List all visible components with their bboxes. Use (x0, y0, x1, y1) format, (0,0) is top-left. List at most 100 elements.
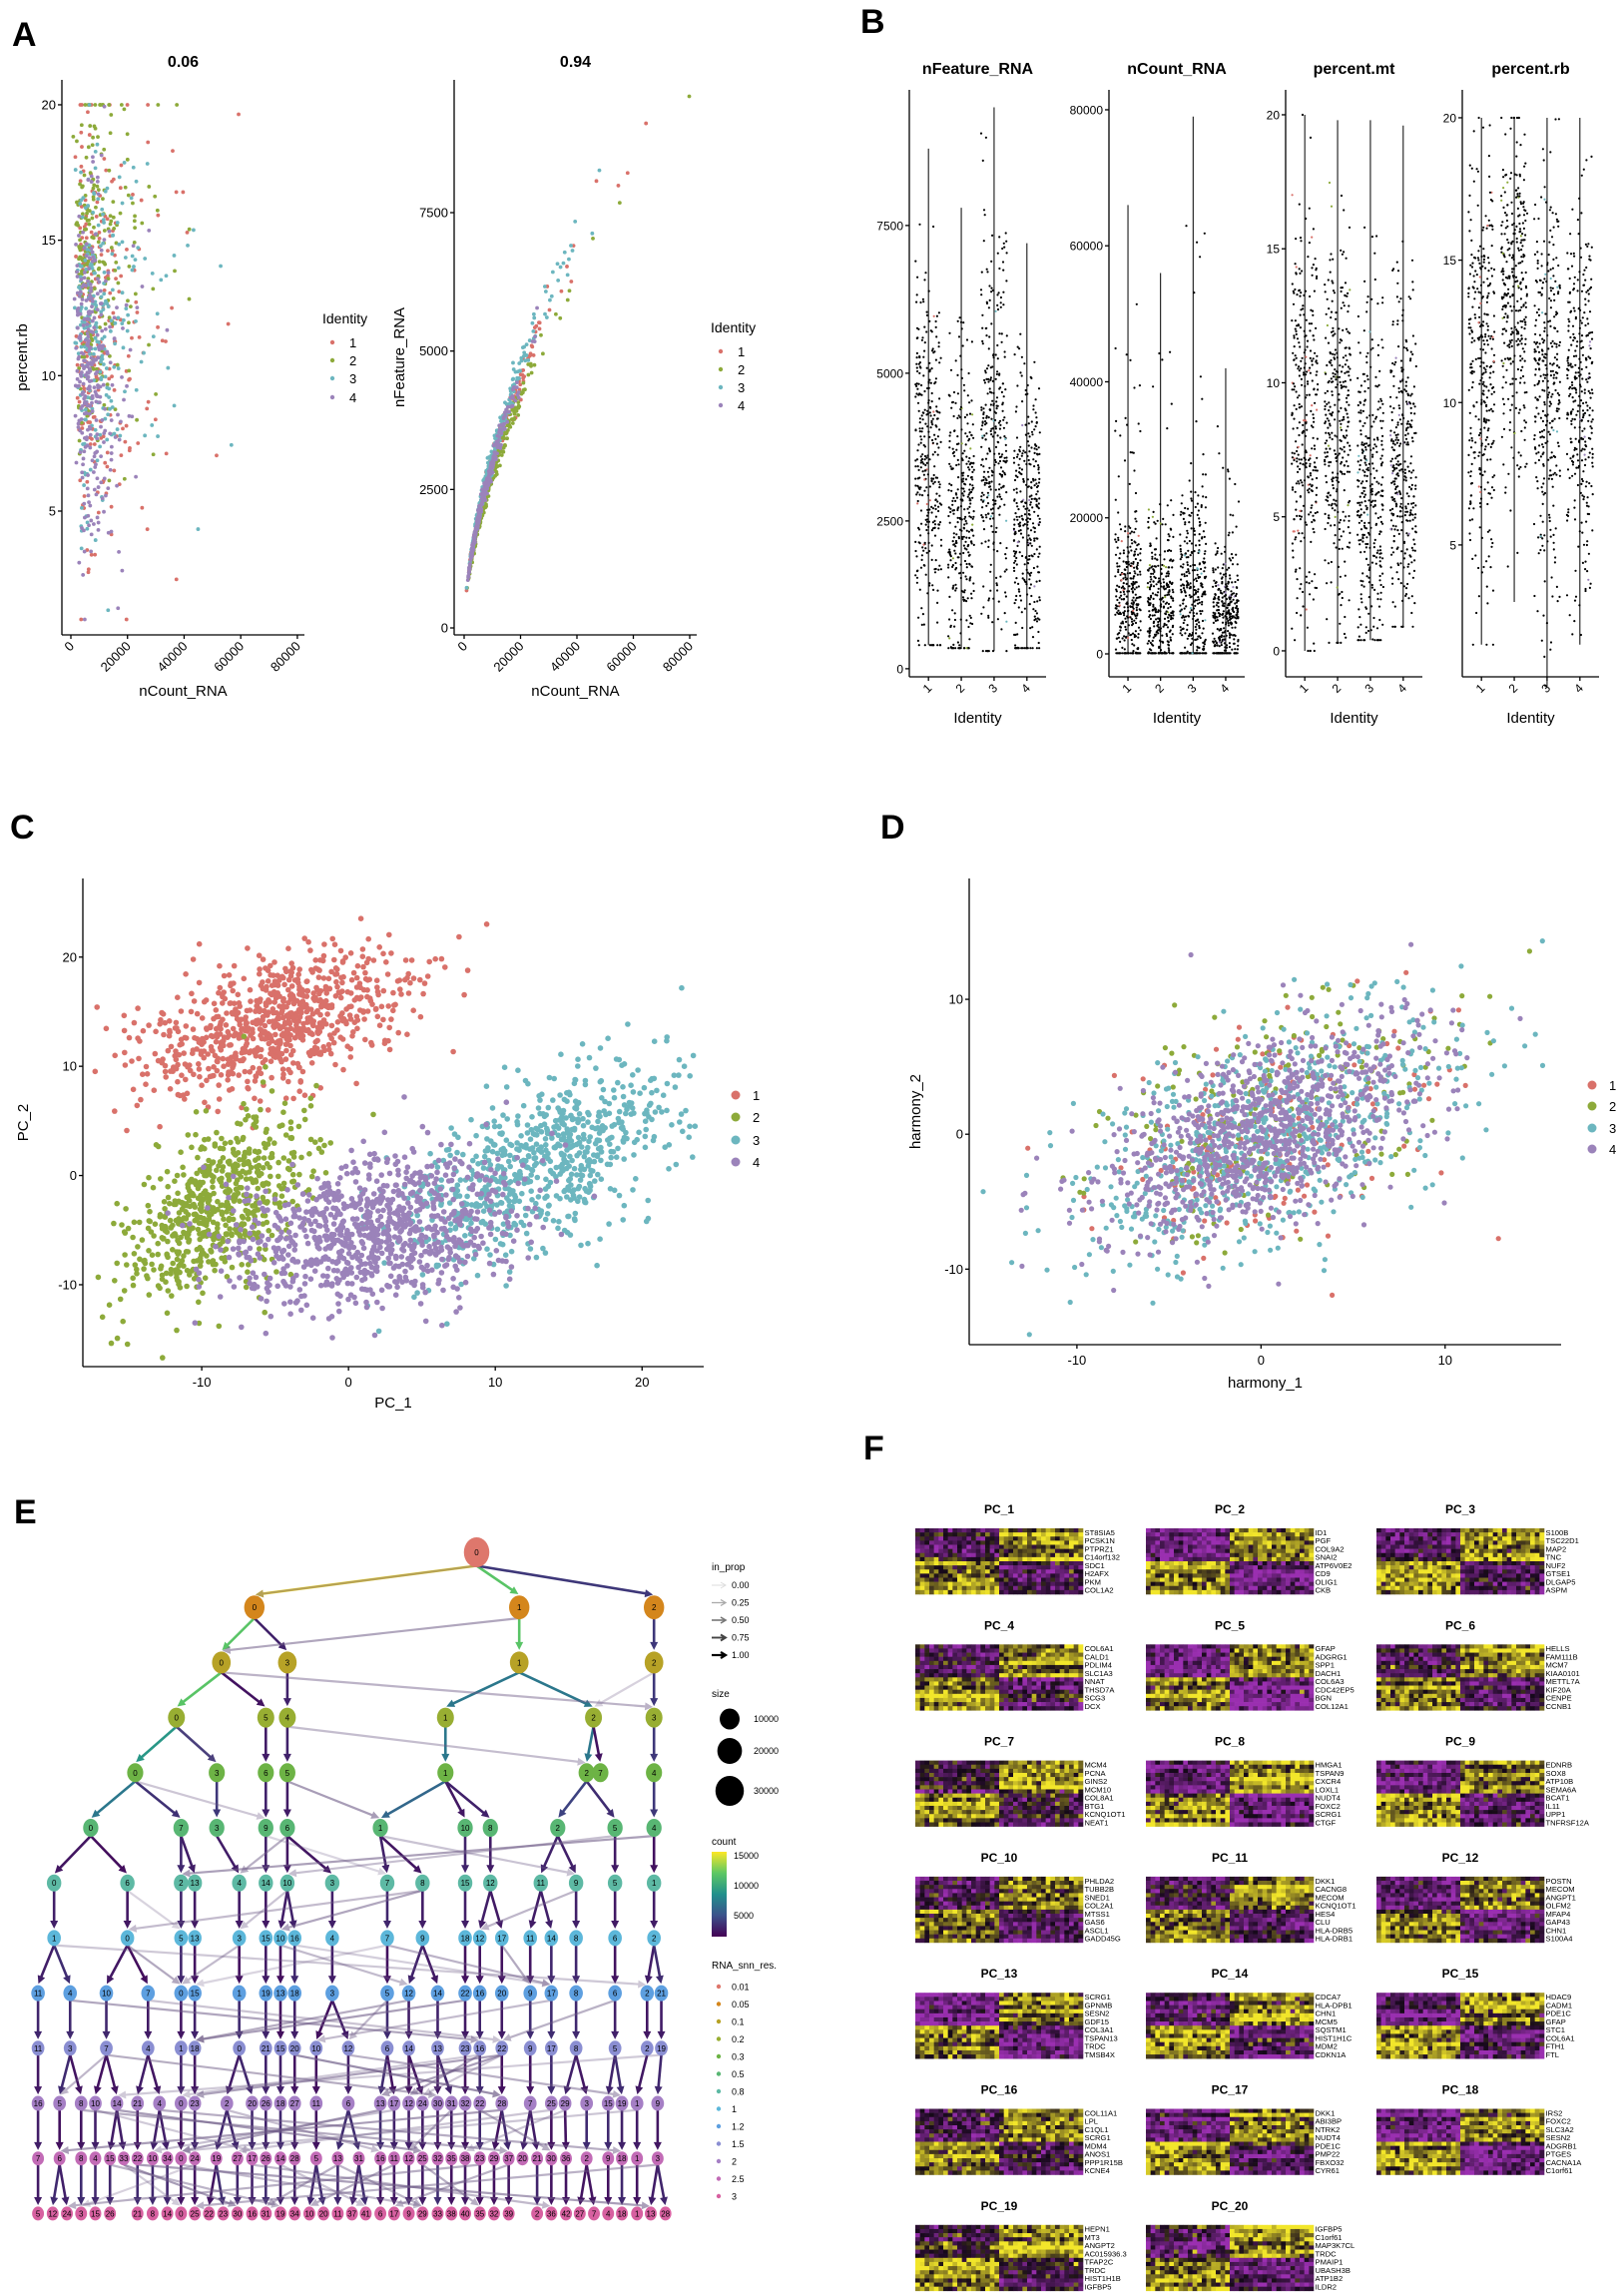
jitter-point (1219, 572, 1222, 575)
jitter-point (1130, 530, 1133, 533)
jitter-point (1227, 588, 1230, 591)
jitter-point (1317, 382, 1320, 386)
jitter-point (1180, 590, 1183, 593)
scatter-point (535, 305, 539, 310)
scatter-point (82, 386, 87, 391)
jitter-point (916, 484, 919, 487)
jitter-point (957, 647, 960, 650)
jitter-point (1226, 617, 1229, 621)
jitter-point (1117, 511, 1120, 514)
scatter-point (133, 291, 138, 296)
jitter-point (1189, 514, 1192, 517)
jitter-point (1187, 614, 1190, 618)
scatter-point (107, 395, 112, 399)
scatter-point (174, 577, 179, 582)
jitter-point (990, 290, 993, 293)
jitter-point (1014, 598, 1017, 602)
jitter-point (937, 345, 940, 348)
jitter-point (1002, 242, 1005, 245)
jitter-point (1115, 588, 1118, 591)
jitter-point (1013, 498, 1016, 501)
scatter-point (130, 254, 135, 259)
jitter-point (1004, 557, 1008, 560)
jitter-point (1291, 388, 1294, 391)
jitter-point (986, 502, 990, 505)
jitter-point (937, 527, 940, 530)
jitter-point (991, 288, 995, 291)
jitter-point (923, 349, 926, 352)
jitter-point (1198, 517, 1201, 520)
jitter-point (1003, 456, 1006, 459)
scatter-point (503, 413, 507, 418)
scatter-point (140, 221, 145, 226)
jitter-point (956, 416, 959, 419)
jitter-point (939, 544, 943, 547)
jitter-point (1304, 434, 1307, 437)
jitter-point (922, 355, 925, 358)
jitter-point (935, 314, 939, 317)
jitter-point (1023, 513, 1027, 516)
jitter-point (925, 502, 928, 506)
jitter-point (1313, 338, 1316, 341)
scatter-point (102, 229, 107, 233)
scatter-point (71, 134, 76, 139)
jitter-point (1312, 598, 1315, 601)
x-tick-label: 1 (920, 681, 935, 696)
jitter-point (1021, 400, 1024, 403)
jitter-point (1132, 560, 1135, 564)
jitter-point (1026, 561, 1029, 565)
jitter-point (1311, 404, 1314, 407)
scatter-point (94, 329, 99, 334)
jitter-point (1031, 626, 1034, 629)
jitter-point (938, 494, 941, 497)
scatter-point (102, 440, 106, 444)
scatter-point (96, 188, 101, 193)
jitter-point (919, 435, 922, 438)
jitter-point (1014, 621, 1017, 625)
scatter-point (116, 366, 121, 370)
jitter-point (923, 408, 926, 411)
jitter-point (1035, 647, 1038, 650)
jitter-point (1149, 542, 1152, 545)
jitter-point (1133, 531, 1136, 534)
jitter-point (1131, 451, 1134, 454)
jitter-point (981, 424, 984, 427)
jitter-point (1133, 553, 1137, 556)
scatter-point (124, 306, 129, 310)
scatter-point (137, 334, 142, 339)
jitter-point (1038, 579, 1041, 583)
scatter-point (124, 423, 129, 428)
jitter-point (957, 476, 960, 479)
jitter-point (934, 358, 938, 361)
scatter-point (126, 193, 131, 198)
jitter-point (1033, 539, 1036, 542)
scatter-point (87, 311, 91, 316)
scatter-point (115, 221, 120, 225)
scatter-point (135, 417, 139, 422)
jitter-point (960, 529, 963, 532)
scatter-point (500, 435, 505, 440)
scatter-point (548, 297, 552, 302)
panel-label-b: B (860, 3, 885, 41)
jitter-point (971, 470, 974, 473)
jitter-point (1005, 546, 1008, 550)
jitter-point (1184, 632, 1187, 635)
jitter-point (1170, 402, 1173, 405)
jitter-point (1019, 532, 1023, 535)
panel-label-f: F (863, 1430, 884, 1467)
jitter-point (996, 293, 999, 296)
scatter-point (123, 439, 128, 444)
jitter-point (980, 271, 983, 274)
jitter-point (1232, 615, 1235, 618)
jitter-point (971, 496, 974, 499)
jitter-point (957, 535, 960, 539)
jitter-point (1002, 418, 1005, 421)
jitter-point (990, 260, 993, 263)
jitter-point (1127, 636, 1130, 640)
jitter-point (1165, 572, 1169, 575)
jitter-point (1155, 631, 1158, 634)
jitter-point (1116, 584, 1119, 587)
jitter-point (983, 483, 986, 486)
jitter-point (920, 554, 924, 557)
jitter-point (922, 374, 925, 377)
